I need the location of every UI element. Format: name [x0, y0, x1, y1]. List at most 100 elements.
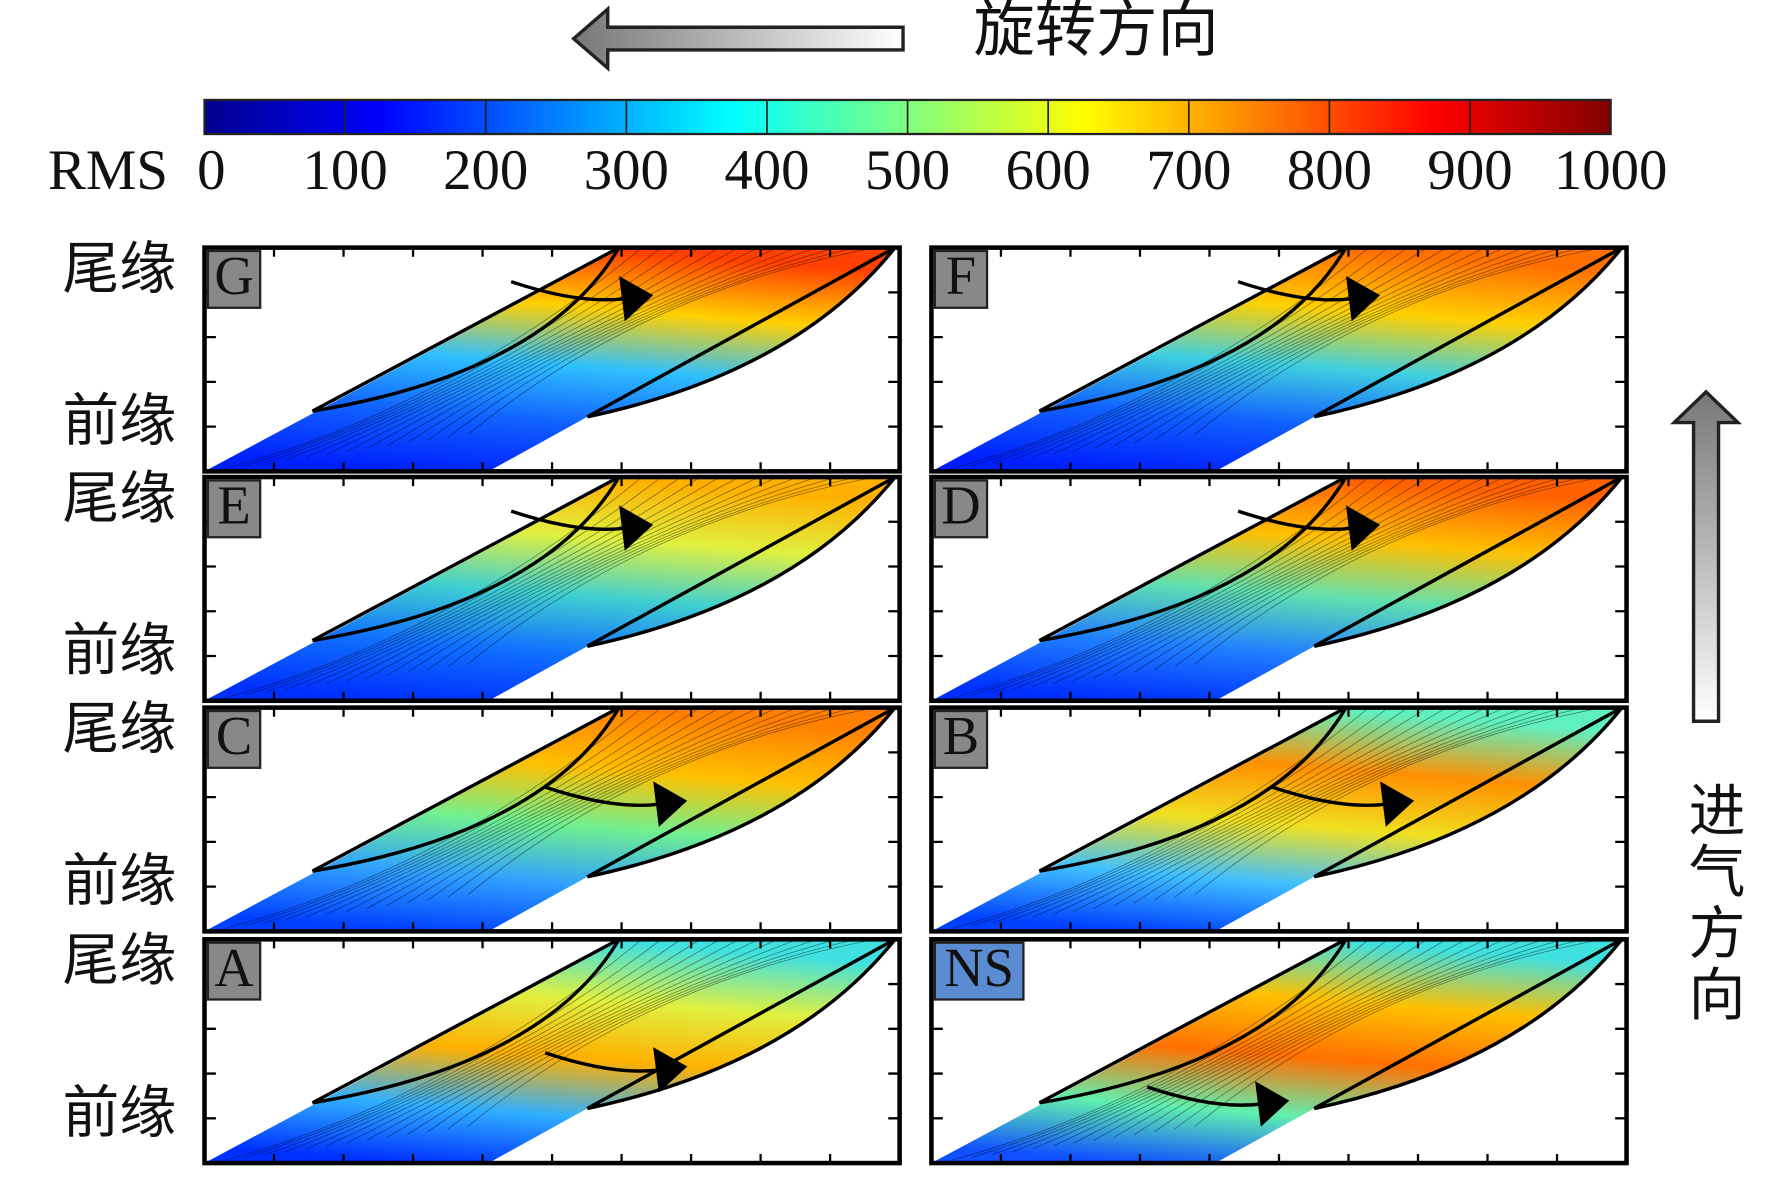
y-label: 前缘 [63, 620, 177, 683]
side-label: 进气方向 [1680, 780, 1744, 1025]
contour-line [244, 939, 662, 1158]
blade-edge [311, 706, 897, 879]
contour-line [366, 707, 779, 909]
contour-line [244, 707, 662, 927]
contour-line [1012, 476, 1428, 690]
intake-arrow [1670, 389, 1743, 723]
contour-line [1052, 939, 1467, 1147]
contour-line [305, 939, 721, 1150]
contour-line [1113, 938, 1525, 1138]
contour-line [346, 939, 759, 1144]
flow-arrow-head [619, 505, 654, 551]
panel: NS [929, 937, 1629, 1166]
panel-label: F [946, 245, 976, 306]
contour-line [971, 707, 1389, 927]
panel-frame [929, 937, 1629, 1166]
contour-line [305, 707, 721, 918]
panel-badge [933, 709, 989, 769]
colorbar-tick-label: 200 [443, 139, 528, 202]
contour-line [265, 939, 682, 1155]
panel-badge [206, 249, 262, 309]
contour-line [1073, 707, 1486, 912]
contour-line [1154, 476, 1564, 670]
panel-label: D [941, 475, 980, 536]
contour-line [386, 247, 798, 447]
contour-line [1032, 939, 1447, 1150]
y-label: 前缘 [63, 390, 177, 453]
contour-line [1052, 476, 1467, 685]
contour-line [244, 476, 662, 696]
contour-line [1154, 938, 1564, 1133]
contour-line [1174, 247, 1584, 438]
flow-arrow-head [1346, 276, 1381, 322]
contour-line [1032, 247, 1447, 458]
flow-arrow-head [1255, 1081, 1290, 1127]
contour-line [346, 476, 759, 682]
contour-line [1194, 476, 1603, 665]
contour-line [366, 247, 779, 449]
flow-arrow-head [1380, 781, 1415, 827]
contour-line [285, 939, 701, 1153]
contour-line [326, 247, 740, 455]
contour-line [305, 476, 721, 687]
panel-badge [933, 249, 989, 309]
contour-line [1174, 707, 1584, 898]
contour-line [1052, 707, 1467, 915]
blade-edge [1038, 937, 1624, 1111]
contour-line [971, 939, 1389, 1158]
contour-line [386, 938, 798, 1138]
y-label: 尾缘 [63, 238, 177, 301]
colorbar-label: RMS [48, 139, 168, 202]
contour-line [305, 247, 721, 458]
colorbar-tick-label: 600 [1006, 139, 1091, 202]
contour-line [407, 247, 818, 444]
contour-line [1052, 247, 1467, 455]
flow-arrow-head [619, 276, 654, 322]
contour-line [467, 707, 876, 895]
flow-arrow [1237, 280, 1352, 302]
contour-line [1012, 707, 1428, 921]
panel: D [929, 475, 1629, 704]
contour-line [1134, 938, 1545, 1135]
blade-edge [1038, 475, 1624, 648]
contour-line [427, 476, 837, 670]
contour-line [427, 247, 837, 441]
panel-badge [933, 479, 989, 539]
contour-line [407, 938, 818, 1135]
colorbar-tick-label: 1000 [1554, 139, 1668, 202]
y-label: 尾缘 [63, 698, 177, 761]
contour-line [1032, 707, 1447, 918]
flow-arrow [1146, 1085, 1262, 1107]
contour-line [1073, 247, 1486, 452]
contour-line [407, 707, 818, 904]
panel-label: C [216, 705, 252, 766]
colorbar-tick-label: 300 [584, 139, 669, 202]
y-label: 前缘 [63, 1082, 177, 1145]
rotation-arrow [571, 5, 905, 72]
panel: F [929, 245, 1629, 474]
blade-edge [1038, 246, 1624, 419]
contour-line [447, 247, 857, 438]
contour-line [326, 939, 740, 1147]
colorbar-tick-label: 400 [724, 139, 809, 202]
contour-line [265, 707, 682, 924]
contour-line [1174, 938, 1584, 1130]
contour-line [1113, 476, 1525, 676]
contour-line [467, 476, 876, 665]
flow-arrow [1271, 785, 1386, 807]
contour-line [1073, 476, 1486, 682]
y-label: 尾缘 [63, 467, 177, 530]
contour-line [1194, 707, 1603, 895]
flow-arrow [1237, 509, 1352, 531]
panel-badge [206, 941, 262, 1001]
contour-line [1012, 247, 1428, 461]
contour-line [285, 707, 701, 921]
panel-badge [933, 941, 1025, 1001]
flow-arrow [544, 1051, 660, 1073]
contour-line [467, 247, 876, 435]
panel-label: NS [944, 937, 1014, 998]
